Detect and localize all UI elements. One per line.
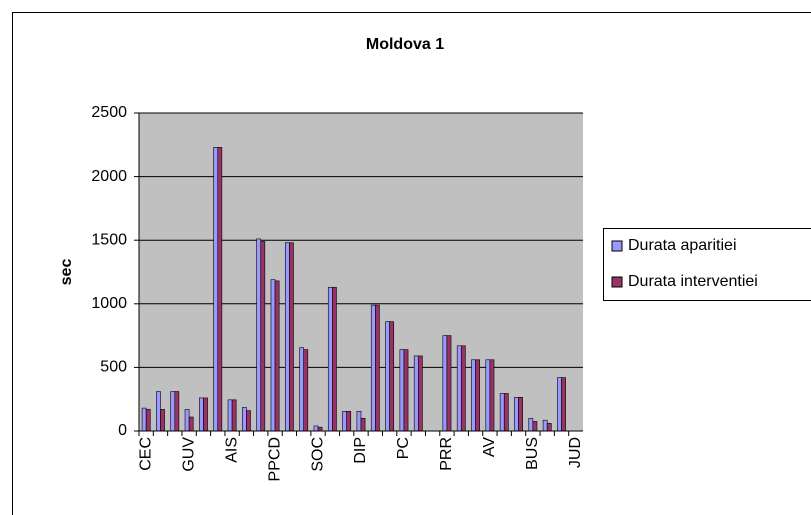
x-tick-label: PRR (438, 437, 455, 471)
bar (270, 279, 276, 432)
bar (242, 407, 247, 432)
bar (389, 321, 395, 432)
x-tick-label: AIS (223, 437, 240, 463)
bar (317, 426, 323, 432)
bar (360, 417, 366, 432)
bar (346, 410, 352, 432)
bar (217, 147, 223, 432)
y-tick-label: 1500 (91, 231, 127, 248)
bar (327, 286, 333, 432)
bar (274, 280, 280, 432)
bar (528, 417, 534, 432)
legend-box (603, 228, 811, 301)
x-tick-label: SOC (309, 437, 326, 472)
bar (303, 349, 309, 432)
bar (499, 393, 505, 432)
bar (227, 399, 233, 432)
bar (231, 399, 237, 432)
bar (546, 423, 552, 432)
bar (260, 241, 266, 432)
y-axis-label: sec (58, 259, 75, 286)
bar (246, 410, 251, 432)
bar (485, 359, 491, 432)
bar (460, 345, 466, 432)
bar (284, 242, 290, 432)
x-tick-label: CEC (137, 437, 154, 471)
bar (145, 409, 151, 432)
x-tick-label: GUV (180, 437, 197, 472)
bar (188, 416, 194, 432)
y-tick-label: 1000 (91, 295, 127, 312)
bar (413, 355, 419, 432)
x-tick-label: BUS (524, 437, 541, 470)
bar (471, 359, 476, 432)
legend-label: Durata aparitiei (628, 237, 737, 254)
bar (442, 335, 448, 432)
bar (370, 304, 376, 432)
bar (141, 407, 147, 432)
bar (203, 397, 208, 432)
bar (184, 409, 190, 432)
bar (446, 335, 452, 432)
bar (199, 397, 204, 432)
bar (332, 286, 337, 432)
bar (399, 349, 405, 432)
bar (532, 421, 538, 432)
chart-title: Moldova 1 (366, 36, 444, 53)
legend-swatch (611, 240, 623, 252)
bar (403, 349, 409, 432)
bar (170, 391, 176, 432)
legend-swatch (611, 276, 623, 288)
bar (160, 409, 165, 432)
bar (289, 242, 294, 432)
y-tick-label: 500 (100, 359, 127, 376)
x-tick-label: PPCD (266, 437, 283, 481)
bar (174, 391, 180, 432)
bar (561, 377, 566, 432)
x-tick-label: JUD (567, 437, 584, 468)
bar (417, 355, 423, 432)
x-tick-label: AV (481, 437, 498, 457)
x-tick-label: PC (395, 437, 412, 459)
bar (375, 304, 380, 432)
bar (514, 396, 519, 432)
bar (313, 425, 319, 432)
y-tick-label: 2000 (91, 168, 127, 185)
plot-area (139, 113, 583, 431)
bar (256, 238, 262, 432)
bar (156, 391, 161, 432)
bar (356, 410, 362, 432)
x-tick-label: DIP (352, 437, 369, 464)
bar (213, 147, 219, 432)
bar (299, 347, 305, 432)
bar (518, 396, 523, 432)
bar (475, 359, 480, 432)
y-tick-label: 0 (118, 422, 127, 439)
bar (489, 359, 495, 432)
bar (542, 419, 548, 432)
bar (385, 321, 390, 432)
y-tick-label: 2500 (91, 104, 127, 121)
bar (557, 377, 562, 432)
legend-label: Durata interventiei (628, 273, 758, 290)
bar (456, 345, 462, 432)
bar (342, 410, 347, 432)
bar (503, 393, 509, 432)
